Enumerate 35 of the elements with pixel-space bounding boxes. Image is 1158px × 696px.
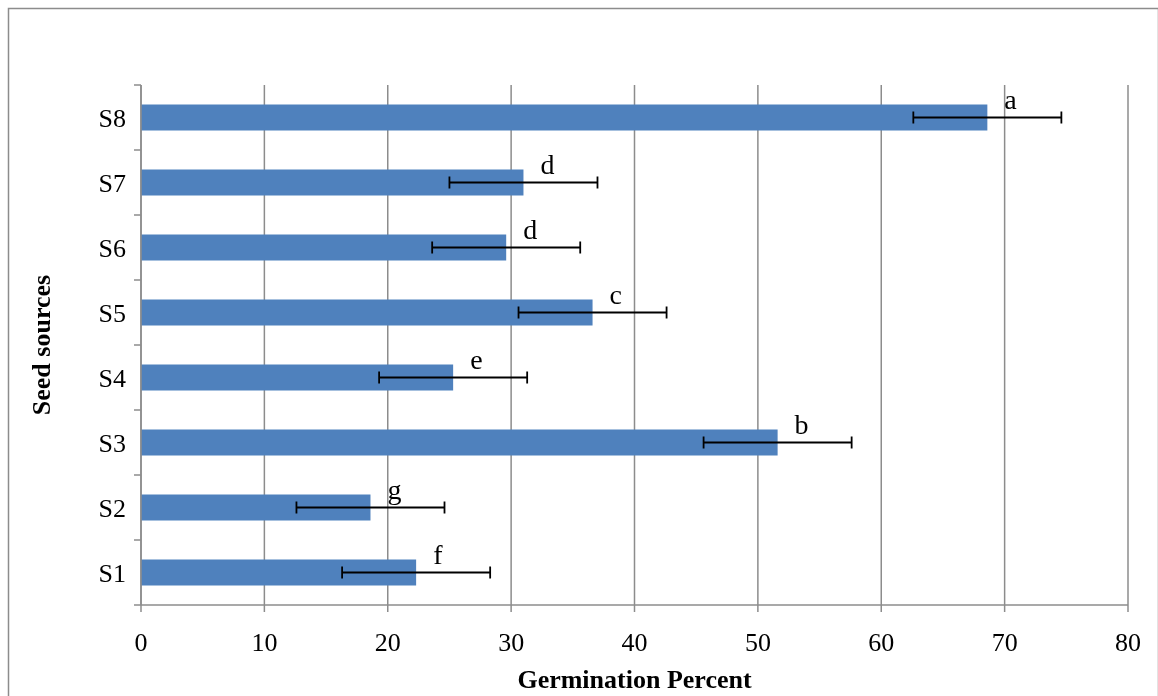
annotation: c: [609, 278, 622, 310]
x-tick-label: 70: [991, 628, 1018, 657]
bar: [141, 494, 371, 521]
y-tick-label: S2: [98, 493, 126, 523]
bar: [141, 104, 988, 131]
y-tick-label: S3: [98, 428, 126, 458]
annotation: d: [540, 148, 555, 180]
annotation: a: [1004, 83, 1018, 115]
x-tick-label: 30: [498, 628, 525, 657]
bar: [141, 169, 524, 196]
y-tick-label: S5: [98, 298, 126, 328]
annotation: e: [470, 343, 483, 375]
y-tick-label: S8: [98, 103, 126, 133]
bar: [141, 299, 593, 326]
y-tick-label: S1: [98, 558, 126, 588]
x-tick-label: 80: [1115, 628, 1141, 657]
y-tick-label: S4: [98, 363, 126, 393]
x-tick-label: 20: [374, 628, 401, 657]
annotation: d: [523, 213, 538, 245]
x-tick-label: 60: [868, 628, 895, 657]
bar: [141, 429, 778, 456]
bar: [141, 559, 417, 586]
y-tick-label: S7: [98, 168, 126, 198]
bar: [141, 364, 454, 391]
annotation: g: [387, 473, 402, 505]
x-axis-title: Germination Percent: [517, 665, 752, 694]
annotation: b: [794, 408, 809, 440]
x-tick-label: 50: [744, 628, 771, 657]
annotation: f: [433, 538, 444, 570]
x-tick-label: 10: [251, 628, 278, 657]
bar: [141, 234, 507, 261]
x-tick-label: 40: [621, 628, 648, 657]
y-tick-label: S6: [98, 233, 126, 263]
y-axis-title: Seed sources: [27, 274, 56, 416]
x-tick-label: 0: [134, 628, 148, 657]
